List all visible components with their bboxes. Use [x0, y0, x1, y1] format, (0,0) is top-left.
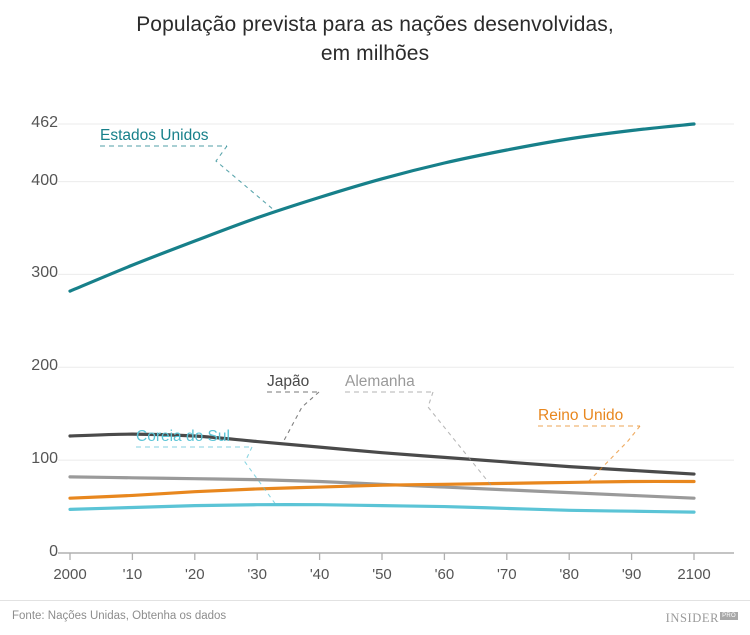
line-chart-svg — [58, 122, 734, 560]
annotation-leader-japão — [281, 391, 320, 445]
y-axis-label-300: 300 — [31, 264, 58, 282]
y-axis-label-100: 100 — [31, 450, 58, 468]
x-axis-label-2010: '10 — [122, 566, 143, 583]
x-axis-label-2080: '80 — [559, 566, 579, 583]
series-line-estados-unidos[interactable] — [68, 122, 696, 293]
series-label-alemanha: Alemanha — [345, 373, 415, 390]
x-axis-label-2040: '40 — [309, 566, 330, 583]
chart-title: População prevista para as nações desenv… — [0, 10, 750, 68]
x-axis-label-2020: '20 — [185, 566, 205, 583]
chart-footer: Fonte: Nações Unidas, Obtenha os dados I… — [0, 600, 750, 635]
series-label-estados-unidos: Estados Unidos — [100, 127, 209, 144]
plot-area: 0 100 200 300 400 462 2000 '10 '20 '30 '40 '50 '60 '7… — [31, 114, 734, 583]
y-axis-label-0: 0 — [49, 543, 58, 560]
x-axis-label-2000: 2000 — [53, 566, 87, 583]
x-axis-label-2070: '70 — [497, 566, 517, 583]
series-line-reino-unido[interactable] — [68, 479, 696, 500]
source-note[interactable]: Fonte: Nações Unidas, Obtenha os dados — [12, 610, 227, 622]
x-axis-label-2090: '90 — [621, 566, 642, 583]
x-axis-label-2050: '50 — [372, 566, 392, 583]
logo-pro-badge: PRO — [720, 612, 738, 620]
series-label-reino-unido: Reino Unido — [538, 407, 624, 424]
annotation-leader-alemanha — [427, 391, 495, 490]
series-line-coreia-do-sul[interactable] — [68, 502, 696, 514]
insider-pro-logo: INSIDER PRO — [666, 611, 738, 626]
series-label-coreia-do-sul: Coreia do Sul — [136, 428, 230, 445]
series-line-japão[interactable] — [68, 432, 696, 476]
y-axis-label-462: 462 — [31, 114, 58, 131]
y-axis-label-200: 200 — [31, 357, 58, 375]
x-axis-label-2060: '60 — [434, 566, 455, 583]
x-axis-label-2100: 2100 — [677, 566, 711, 583]
chart-title-line-1: População prevista para as nações desenv… — [136, 13, 614, 36]
series-label-japão: Japão — [267, 373, 310, 390]
y-axis-label-400: 400 — [31, 171, 58, 189]
annotation-leader-estados-unidos — [215, 145, 277, 213]
x-axis-label-2030: '30 — [247, 566, 267, 583]
chart-title-line-2: em milhões — [320, 42, 430, 65]
logo-text: INSIDER — [665, 611, 720, 625]
annotation-leader-reino-unido — [587, 425, 641, 483]
annotation-leader-coreia-do-sul — [244, 446, 277, 506]
